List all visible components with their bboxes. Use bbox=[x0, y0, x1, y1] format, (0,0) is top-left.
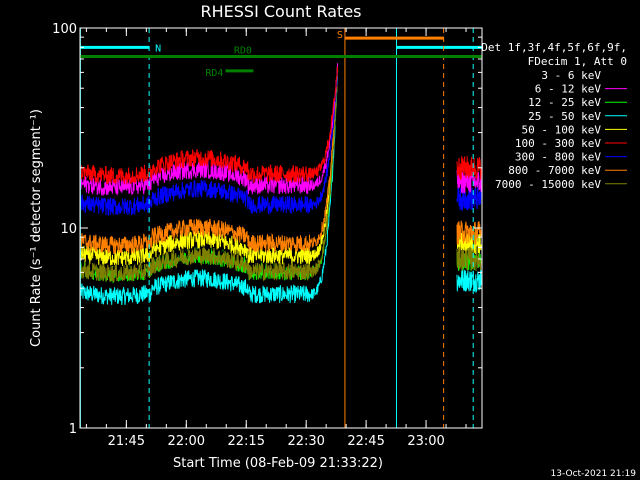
x-tick-label: 22:45 bbox=[347, 434, 384, 449]
y-tick-label: 10 bbox=[60, 222, 77, 237]
legend-entry-label: 50 - 100 keV bbox=[522, 123, 602, 136]
legend-entry-label: 7000 - 15000 keV bbox=[495, 178, 601, 191]
x-tick-label: 23:00 bbox=[407, 434, 444, 449]
legend-entry-label: 800 - 7000 keV bbox=[508, 164, 601, 177]
series-line bbox=[80, 72, 339, 217]
y-tick-label: 100 bbox=[52, 22, 77, 37]
legend-entry-label: 100 - 300 keV bbox=[515, 137, 601, 150]
legend-header-line: Det 1f,3f,4f,5f,6f,9f, bbox=[481, 41, 627, 54]
series-line bbox=[80, 69, 339, 282]
marker-label-rd0: RD0 bbox=[234, 46, 252, 57]
footer-date: 13-Oct-2021 21:19 bbox=[551, 469, 637, 479]
x-axis-label: Start Time (08-Feb-09 21:33:22) bbox=[173, 456, 383, 471]
marker-label-n: N bbox=[155, 43, 161, 54]
series-line-after-gap bbox=[456, 269, 482, 294]
series-line-after-gap bbox=[456, 186, 482, 211]
x-tick-label: 22:00 bbox=[168, 434, 205, 449]
series-line bbox=[80, 66, 339, 185]
marker-label-rd4: RD4 bbox=[205, 68, 223, 79]
legend-entry-label: 12 - 25 keV bbox=[528, 96, 601, 109]
y-axis-label: Count Rate (s⁻¹ detector segment⁻¹) bbox=[29, 109, 44, 347]
axis-layer: 21:45 22:00 22:15 22:30 22:45 23:00 1 10 100 bbox=[52, 22, 482, 449]
legend-header-line: FDecim 1, Att 0 bbox=[528, 55, 627, 68]
legend-entry-label: 300 - 800 keV bbox=[515, 151, 601, 164]
chart-title: RHESSI Count Rates bbox=[201, 2, 362, 21]
series-line-after-gap bbox=[456, 220, 482, 246]
x-tick-label: 21:45 bbox=[108, 434, 145, 449]
legend-entry-label: 25 - 50 keV bbox=[528, 110, 601, 123]
legend-entry-label: 3 - 6 keV bbox=[541, 69, 601, 82]
series-line bbox=[80, 70, 339, 306]
legend-entry-label: 6 - 12 keV bbox=[535, 83, 602, 96]
series-line bbox=[80, 63, 339, 255]
series-layer bbox=[80, 63, 482, 306]
y-tick-label: 1 bbox=[69, 422, 77, 437]
x-tick-label: 22:15 bbox=[228, 434, 265, 449]
series-line-after-gap bbox=[456, 246, 482, 271]
legend: Det 1f,3f,4f,5f,6f,9f,FDecim 1, Att 03 -… bbox=[481, 41, 627, 191]
marker-label-s: S bbox=[337, 30, 343, 41]
x-tick-label: 22:30 bbox=[287, 434, 324, 449]
series-line-after-gap bbox=[456, 156, 482, 180]
